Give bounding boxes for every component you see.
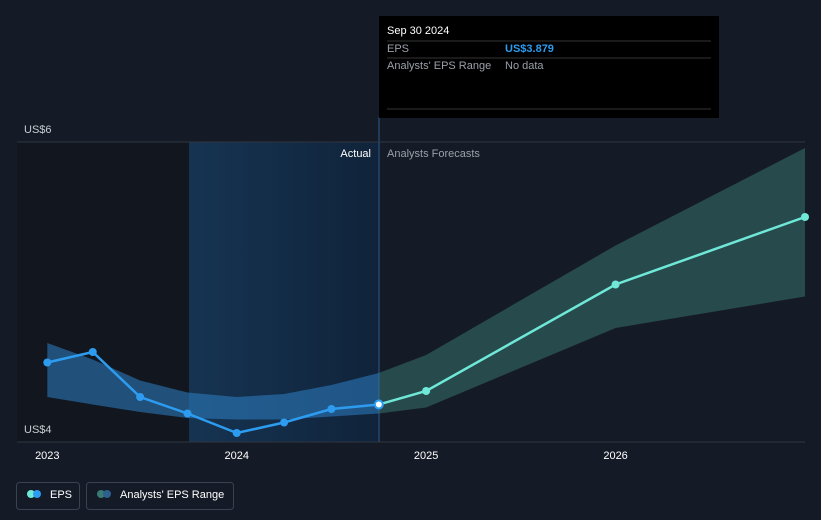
eps-point	[43, 358, 52, 367]
legend-swatch	[103, 490, 111, 498]
range-band	[47, 343, 379, 420]
eps-point	[136, 393, 145, 401]
tooltip-date: Sep 30 2024	[387, 25, 449, 37]
eps-line	[378, 215, 806, 406]
x-tick-label: 2026	[603, 450, 627, 462]
eps-line	[47, 350, 379, 435]
x-tick-label: 2024	[224, 450, 248, 462]
eps-point	[88, 348, 97, 356]
eps-point	[801, 213, 809, 221]
forecast-label: Analysts Forecasts	[387, 148, 480, 160]
eps-point	[611, 280, 620, 289]
y-tick-label: US$6	[24, 124, 52, 136]
tooltip-box	[379, 16, 719, 118]
eps-point	[373, 399, 384, 410]
eps-point	[232, 429, 241, 437]
tooltip: Sep 30 2024 EPS US$3.879 Analysts' EPS R…	[379, 16, 719, 118]
legend-swatch	[97, 490, 105, 498]
legend-label: EPS	[50, 489, 72, 501]
x-tick-label: 2025	[414, 450, 438, 462]
legend: EPS Analysts' EPS Range	[16, 482, 234, 510]
legend-box[interactable]	[86, 482, 234, 510]
x-tick-label: 2023	[35, 450, 59, 462]
legend-box[interactable]	[16, 482, 80, 510]
y-tick-label: US$4	[24, 424, 52, 436]
eps-point	[183, 409, 192, 418]
legend-swatch	[27, 490, 35, 498]
tooltip-value: No data	[505, 60, 544, 72]
range-band	[378, 148, 805, 414]
actual-label: Actual	[340, 148, 371, 160]
tooltip-value: US$3.879	[505, 43, 554, 55]
eps-point	[280, 418, 289, 427]
legend-swatch	[33, 490, 41, 498]
tooltip-key: Analysts' EPS Range	[387, 60, 491, 72]
tooltip-key: EPS	[387, 43, 409, 55]
eps-point	[327, 405, 336, 413]
legend-label: Analysts' EPS Range	[120, 489, 224, 501]
eps-point	[422, 387, 431, 395]
